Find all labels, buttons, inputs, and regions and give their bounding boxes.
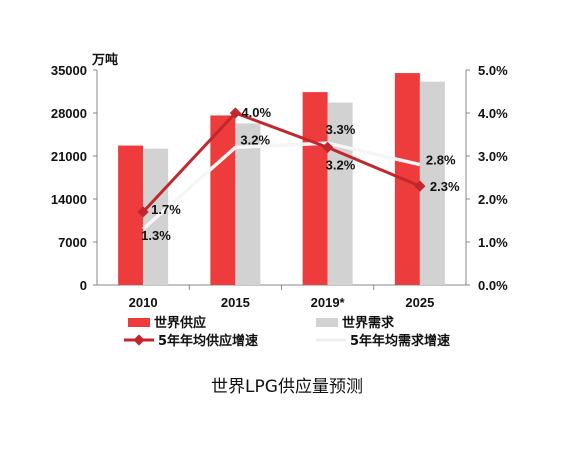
- growth-lines: [137, 107, 426, 231]
- right-tick-label: 2.0%: [478, 192, 508, 207]
- supply-growth-marker: [321, 141, 334, 154]
- left-tick-label: 21000: [51, 149, 87, 164]
- right-tick-label: 4.0%: [478, 106, 508, 121]
- supply-growth-marker: [414, 180, 426, 192]
- x-category-label: 2019*: [311, 295, 346, 310]
- supply-growth-label: 1.7%: [151, 202, 181, 217]
- data-labels: 1.7% 4.0% 3.2% 2.3% 1.3% 3.2% 3.3% 2.8%: [141, 105, 460, 243]
- demand-growth-label: 3.3%: [326, 122, 356, 137]
- legend-label-demand: 世界需求: [342, 315, 395, 331]
- supply-growth-label: 4.0%: [241, 105, 271, 120]
- chart: 万吨 0 7000 14000 21000 28000 35000 0.0% 1.0% 2.0%…: [51, 52, 508, 349]
- left-tick-label: 28000: [51, 106, 87, 121]
- supply-growth-label: 2.3%: [430, 179, 460, 194]
- bars: [118, 73, 445, 286]
- left-tick-label: 7000: [58, 235, 87, 250]
- legend-label-supply: 世界供应: [154, 315, 206, 331]
- legend-label-supply-growth: 5年年均供应增速: [158, 333, 258, 349]
- demand-growth-label: 1.3%: [141, 228, 171, 243]
- legend-label-demand-growth: 5年年均需求增速: [350, 333, 450, 349]
- right-tick-label: 3.0%: [478, 149, 508, 164]
- supply-bar: [394, 73, 420, 285]
- chart-caption: 世界LPG供应量预测: [211, 377, 363, 397]
- right-tick-label: 5.0%: [478, 63, 508, 78]
- supply-bar: [302, 92, 328, 285]
- left-tick-label: 35000: [51, 63, 87, 78]
- left-axis-unit: 万吨: [91, 52, 118, 68]
- supply-bar: [118, 145, 144, 285]
- legend-swatch-demand: [316, 318, 338, 327]
- legend: 世界供应 世界需求 5年年均供应增速 5年年均需求增速: [124, 315, 450, 349]
- x-category-label: 2015: [221, 295, 250, 310]
- legend-marker-supply-growth: [133, 334, 145, 346]
- demand-growth-line: [141, 141, 421, 231]
- supply-growth-marker: [137, 206, 149, 218]
- demand-bar: [235, 123, 261, 285]
- left-tick-label: 14000: [51, 192, 87, 207]
- demand-growth-label: 2.8%: [426, 153, 456, 168]
- axes: 0 7000 14000 21000 28000 35000 0.0% 1.0% 2.0% 3.0…: [51, 63, 508, 310]
- right-tick-label: 1.0%: [478, 235, 508, 250]
- supply-bar: [210, 115, 236, 285]
- supply-growth-label: 3.2%: [326, 157, 356, 172]
- x-category-label: 2010: [129, 295, 158, 310]
- supply-growth-line: [142, 111, 421, 213]
- x-category-label: 2025: [405, 295, 434, 310]
- legend-swatch-supply: [128, 318, 150, 327]
- demand-bar: [327, 102, 353, 285]
- demand-growth-label: 3.2%: [240, 132, 270, 147]
- demand-bar: [419, 81, 445, 286]
- left-tick-label: 0: [80, 278, 87, 293]
- right-tick-label: 0.0%: [478, 278, 508, 293]
